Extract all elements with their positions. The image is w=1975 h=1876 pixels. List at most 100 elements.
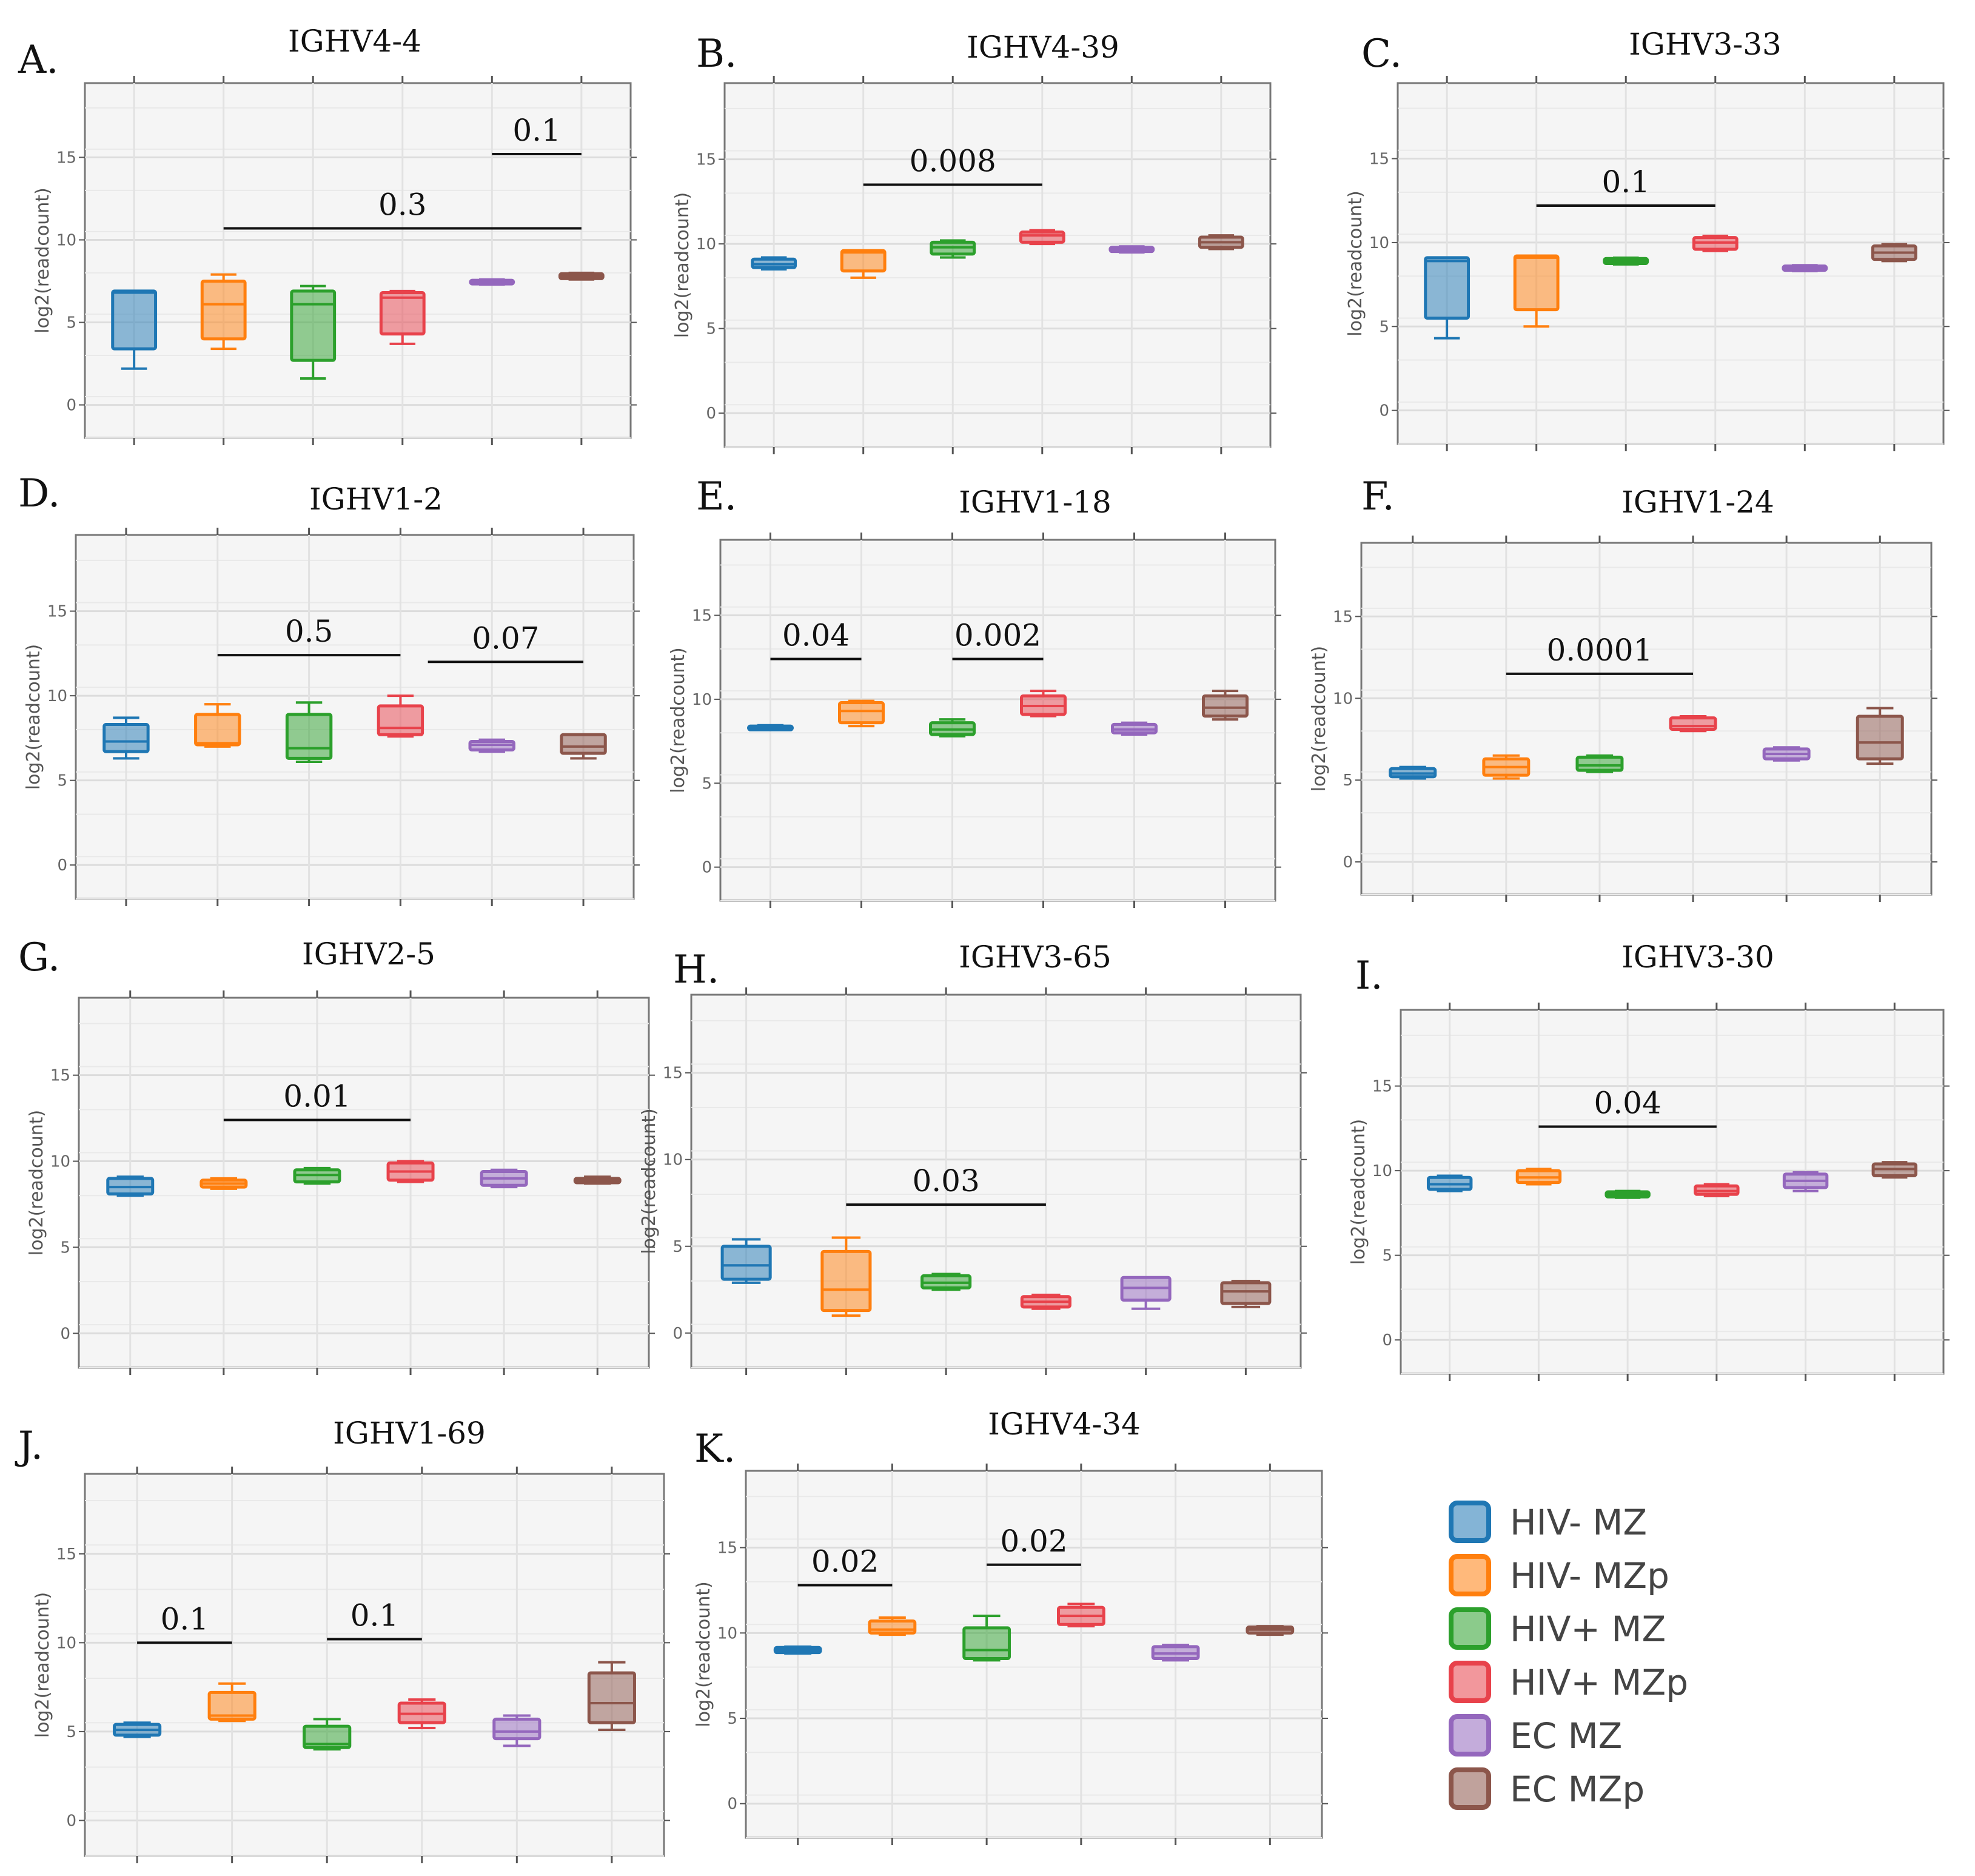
box-hiv-mz	[1389, 765, 1437, 780]
panel-letter: F.	[1361, 474, 1395, 519]
y-axis-label: log2(readcount)	[639, 1108, 660, 1254]
box-iqr	[962, 1626, 1011, 1661]
box-iqr	[1220, 1281, 1272, 1305]
panel-a: 0 5 10 15 log2(readcount) A. IGHV4-4 0.1 0.3	[18, 24, 637, 445]
box-ec-mzp	[1871, 243, 1917, 263]
box-hiv-mzp	[377, 694, 424, 738]
box-iqr	[102, 723, 150, 753]
box-ec-mzp	[1856, 707, 1904, 765]
box-iqr	[720, 1245, 772, 1281]
legend-label: HIV+ MZ	[1510, 1609, 1666, 1650]
y-tick-label: 0	[60, 1325, 70, 1343]
box-ec-mz	[1108, 245, 1155, 254]
box-hiv-mzp	[1056, 1602, 1105, 1628]
box-iqr	[560, 733, 607, 755]
y-axis-label: log2(readcount)	[1309, 646, 1330, 792]
y-tick-label: 10	[56, 231, 76, 249]
y-tick-label: 10	[692, 691, 712, 709]
p-value-label: 0.01	[283, 1078, 350, 1114]
box-iqr	[492, 1717, 542, 1741]
panel-letter: A.	[18, 38, 59, 82]
box-iqr	[1019, 230, 1065, 244]
box-iqr	[587, 1671, 636, 1724]
box-ec-mzp	[587, 1661, 636, 1731]
panel-d: 0 5 10 15 log2(readcount) D. IGHV1-2 0.5 0.07	[18, 471, 640, 906]
legend-swatch	[1449, 1714, 1491, 1757]
plot-area	[1400, 1009, 1945, 1375]
panel-title: IGHV3-65	[959, 940, 1112, 975]
box-hiv-mzp	[1020, 690, 1067, 718]
box-hiv-mz	[1426, 1174, 1473, 1192]
y-tick-label: 0	[727, 1795, 737, 1814]
y-axis-label: log2(readcount)	[668, 647, 689, 793]
y-tick-label: 0	[66, 397, 76, 415]
box-iqr	[1202, 694, 1249, 718]
panel-title: IGHV3-33	[1629, 27, 1782, 62]
box-ec-mzp	[558, 271, 605, 281]
y-tick-label: 5	[702, 775, 712, 793]
y-tick-label: 15	[1372, 1078, 1392, 1096]
box-hiv-mzp	[1669, 714, 1717, 733]
plot-area	[719, 539, 1276, 902]
panel-h: 0 5 10 15 log2(readcount) H. IGHV3-65 0.03	[639, 940, 1307, 1375]
box-iqr	[111, 289, 158, 351]
box-hiv-mz	[111, 289, 158, 370]
box-ec-mzp	[1202, 690, 1249, 721]
box-hiv-mzp	[1694, 1183, 1740, 1197]
panel-letter: E.	[696, 474, 737, 519]
box-ec-mzp	[1220, 1279, 1272, 1308]
box-hiv-mzp	[1482, 754, 1531, 780]
y-axis-label: log2(readcount)	[1345, 190, 1366, 336]
legend-item: HIV+ MZp	[1449, 1661, 1688, 1703]
box-hiv-mzp	[820, 1236, 872, 1317]
y-tick-label: 5	[57, 772, 67, 790]
y-tick-label: 15	[50, 1067, 70, 1085]
plot-area	[745, 1470, 1323, 1839]
box-ec-mzp	[1198, 234, 1244, 250]
p-value-label: 0.002	[954, 617, 1041, 653]
p-value-label: 0.04	[782, 617, 850, 653]
panel-title: IGHV3-30	[1621, 940, 1774, 975]
panel-k: 0 5 10 15 log2(readcount) K. IGHV4-34 0.02 0.02	[693, 1407, 1328, 1845]
box-iqr	[840, 249, 887, 273]
y-axis-label: log2(readcount)	[1348, 1119, 1369, 1265]
p-value-label: 0.0001	[1546, 633, 1652, 668]
panel-j: 0 5 10 15 log2(readcount) J. IGHV1-69 0.1 0.1	[15, 1416, 670, 1863]
y-tick-label: 0	[66, 1812, 76, 1830]
y-tick-label: 15	[717, 1539, 737, 1558]
box-ec-mz	[480, 1168, 528, 1189]
box-hiv-mzp	[1515, 1168, 1562, 1186]
legend-swatch	[1449, 1607, 1491, 1650]
p-value-label: 0.02	[1000, 1524, 1067, 1559]
panel-letter: G.	[18, 935, 60, 980]
p-value-label: 0.1	[161, 1601, 209, 1636]
y-tick-label: 5	[706, 320, 716, 338]
box-hiv-mzp	[200, 1177, 248, 1190]
panel-letter: I.	[1355, 953, 1383, 998]
box-hiv-mz	[930, 239, 976, 259]
box-hiv-mzp	[200, 273, 247, 351]
box-ec-mz	[1111, 721, 1158, 736]
y-tick-label: 0	[706, 405, 716, 423]
plot-area	[84, 1473, 665, 1857]
y-tick-label: 15	[56, 149, 76, 167]
p-value-label: 0.1	[350, 1598, 399, 1633]
box-hiv-mzp	[386, 1160, 435, 1183]
panel-title: IGHV1-24	[1621, 485, 1774, 520]
p-value-label: 0.02	[811, 1544, 879, 1579]
panel-g: 0 5 10 15 log2(readcount) G. IGHV2-5 0.01	[18, 935, 655, 1375]
p-value-label: 0.5	[285, 614, 334, 649]
legend-label: EC MZp	[1510, 1769, 1645, 1810]
box-hiv-mz	[1603, 256, 1649, 266]
box-hiv-mzp	[1692, 234, 1739, 252]
y-tick-label: 10	[696, 235, 716, 254]
y-tick-label: 5	[66, 1723, 76, 1741]
box-hiv-mzp	[207, 1682, 257, 1723]
y-tick-label: 10	[50, 1153, 70, 1171]
legend-item: EC MZ	[1449, 1714, 1622, 1757]
plot-area	[690, 993, 1302, 1369]
box-hiv-mz	[1424, 256, 1470, 340]
box-iqr	[868, 1619, 917, 1635]
legend-label: HIV+ MZp	[1510, 1662, 1688, 1703]
